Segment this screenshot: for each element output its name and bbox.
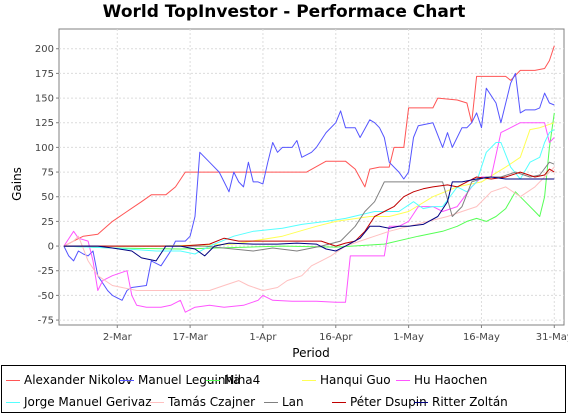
legend-item: Hanqui Guo: [302, 373, 391, 387]
y-axis-label: Gains: [10, 167, 24, 201]
x-tick-label: 16-Apr: [319, 332, 353, 343]
x-tick-label: 17-Mar: [173, 332, 209, 343]
series-line-1: [63, 45, 555, 247]
series-line-2: [63, 72, 555, 301]
y-tick-label: 25: [41, 217, 54, 228]
y-tick-label: -75: [38, 316, 54, 327]
x-tick-label: 31-May: [536, 332, 568, 343]
y-tick-label: 75: [41, 168, 54, 179]
y-tick-label: 0: [48, 242, 54, 253]
legend-label: Manuel Leguinha: [138, 373, 241, 387]
y-tick-label: 50: [41, 192, 54, 203]
x-tick-label: 1-May: [393, 332, 424, 343]
legend-label: Jorge Manuel Gerivaz: [24, 395, 152, 409]
series-line-5: [63, 122, 555, 313]
legend-swatch: [6, 379, 20, 381]
legend-item: Hu Haochen: [396, 373, 487, 387]
x-tick-label: 1-Apr: [249, 332, 277, 343]
series-line-8: [63, 161, 555, 252]
series-line-10: [63, 176, 555, 262]
legend-label: Ritter Zoltán: [432, 395, 508, 409]
legend-item: Lan: [264, 395, 304, 409]
legend-swatch: [414, 401, 428, 403]
legend-item: Manuel Leguinha: [120, 373, 240, 387]
y-tick-label: 200: [35, 44, 54, 55]
y-tick-label: 100: [35, 143, 54, 154]
legend-swatch: [6, 401, 20, 403]
legend-label: Hanqui Guo: [320, 373, 391, 387]
legend-item: Alexander Nikolov: [6, 373, 132, 387]
legend-item: Miha4: [206, 373, 260, 387]
legend-label: Miha4: [224, 373, 261, 387]
y-tick-label: 175: [35, 69, 54, 80]
legend-swatch: [396, 379, 410, 381]
chart-legend: Alexander Nikolov Manuel Leguinha Miha4 Han…: [1, 365, 566, 413]
legend-swatch: [206, 379, 220, 381]
legend-item: Jorge Manuel Gerivaz: [6, 395, 152, 409]
legend-swatch: [264, 401, 278, 403]
series-line-3: [63, 112, 555, 250]
legend-swatch: [120, 379, 134, 381]
series-line-7: [63, 166, 555, 291]
legend-label: Tamás Czajner: [168, 395, 256, 409]
y-tick-label: -25: [38, 266, 54, 277]
legend-item: Tamás Czajner: [150, 395, 255, 409]
y-tick-label: -50: [38, 291, 54, 302]
legend-swatch: [332, 401, 346, 403]
legend-label: Lan: [282, 395, 304, 409]
chart-title: World TopInvestor - Performace Chart: [102, 2, 466, 22]
x-tick-label: 2-Mar: [103, 332, 133, 343]
series-line-4: [63, 122, 555, 247]
legend-swatch: [302, 379, 316, 381]
legend-swatch: [150, 401, 164, 403]
y-tick-label: 125: [35, 118, 54, 129]
x-axis-label: Period: [292, 346, 329, 360]
chart-plot: -75 -50 -25 0 25 50 75 100 125 150 175 200 2-Mar 17-M…: [10, 28, 568, 360]
legend-label: Hu Haochen: [414, 373, 488, 387]
y-tick-label: 150: [35, 94, 54, 105]
legend-item: Péter Dsupin: [332, 395, 427, 409]
series-line-9: [63, 168, 555, 247]
legend-item: Ritter Zoltán: [414, 395, 508, 409]
x-tick-label: 16-May: [463, 332, 500, 343]
legend-label: Alexander Nikolov: [24, 373, 133, 387]
legend-label: Péter Dsupin: [350, 395, 427, 409]
